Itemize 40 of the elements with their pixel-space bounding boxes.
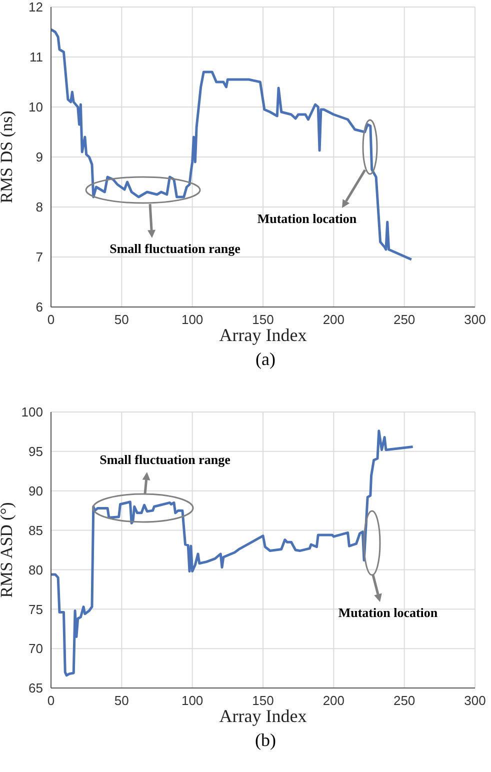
y-tick-label: 12 [28,0,43,15]
y-tick-label: 7 [36,250,43,265]
y-tick-label: 9 [36,150,43,165]
y-tick-label: 11 [30,50,43,65]
x-tick-label: 150 [252,312,274,328]
x-tick-label: 300 [464,312,486,328]
annotation: Mutation location [338,604,438,620]
x-tick-label: 0 [47,693,55,708]
x-tick-label: 200 [322,312,345,328]
y-tick-label: 10 [28,100,43,115]
annotation: Mutation location [257,210,358,226]
line-series [51,28,413,261]
annotation: Small fluctuation range [110,240,241,256]
y-axis-title: RMS ASD (°) [0,502,16,598]
x-tick-label: 150 [252,693,274,708]
x-tick-label: 0 [47,312,55,328]
y-tick-label: 95 [28,444,43,460]
y-tick-label: 70 [28,641,43,656]
x-tick-label: 100 [181,312,204,328]
text: (a) [254,348,276,371]
y-tick-label: 80 [28,562,43,578]
x-tick-label: 200 [322,693,345,708]
text: (b) [254,729,277,752]
x-tick-label: 300 [464,693,486,708]
y-tick-label: 85 [28,522,43,538]
y-tick-label: 6 [36,300,43,315]
y-tick-label: 100 [21,404,43,420]
x-tick-label: 50 [114,693,129,708]
y-tick-label: 65 [28,680,43,696]
x-tick-label: 100 [181,693,204,708]
y-axis-title: RMS DS (ns) [0,110,16,204]
y-tick-label: 75 [28,602,43,617]
x-tick-label: 50 [114,312,129,328]
x-tick-label: 250 [393,693,416,708]
y-tick-label: 90 [28,483,43,498]
x-axis-title: Array Index [219,325,307,345]
y-tick-label: 8 [36,200,43,215]
annotation: Small fluctuation range [100,452,231,467]
x-axis-title: Array Index [219,706,307,726]
x-tick-label: 250 [393,312,416,328]
